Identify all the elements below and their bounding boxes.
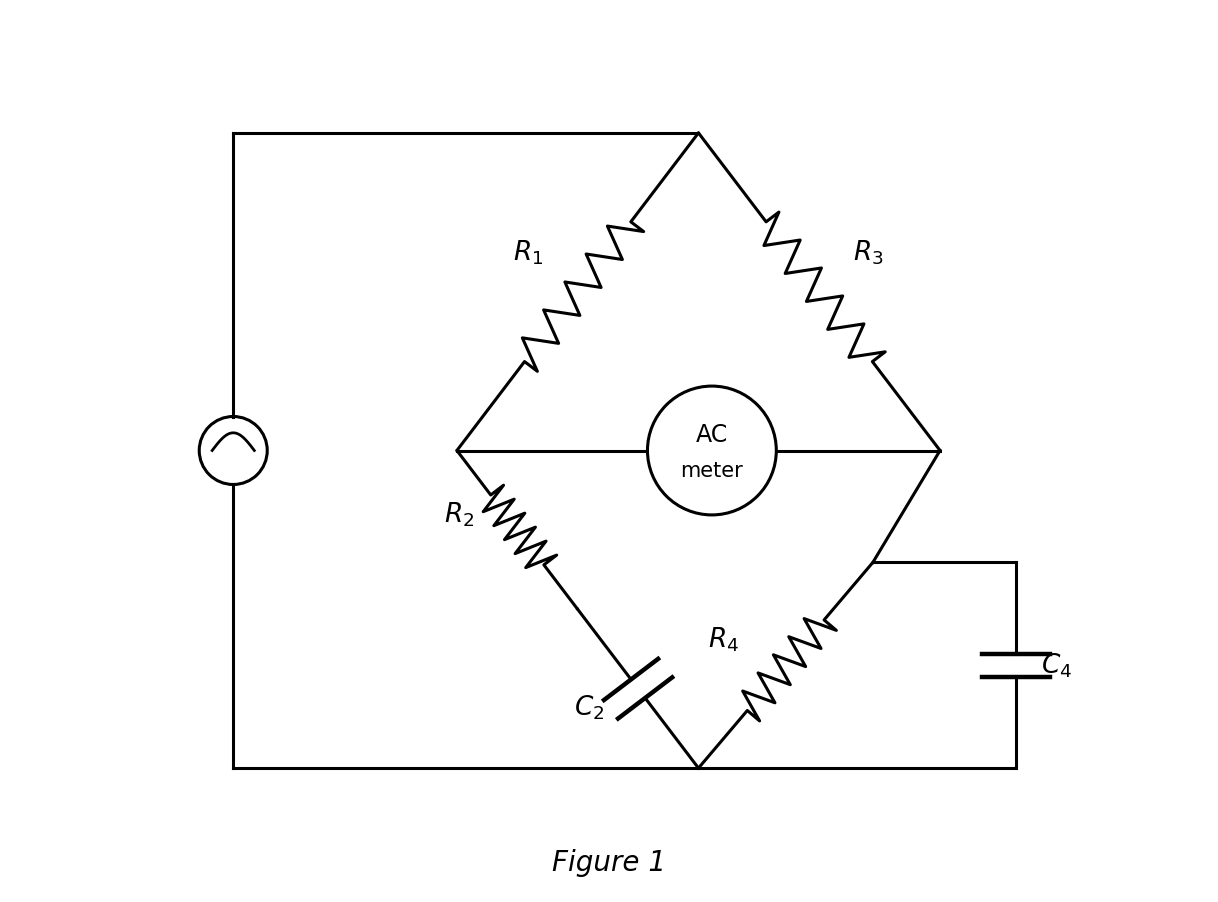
Text: meter: meter (681, 461, 743, 481)
Text: $C_2$: $C_2$ (574, 693, 604, 721)
Text: AC: AC (695, 423, 728, 446)
Text: $R_1$: $R_1$ (513, 238, 543, 266)
Text: $R_3$: $R_3$ (853, 238, 884, 266)
Circle shape (648, 387, 776, 515)
Text: $R_4$: $R_4$ (708, 624, 738, 653)
Text: $R_2$: $R_2$ (445, 500, 474, 529)
Text: Figure 1: Figure 1 (552, 848, 666, 876)
Text: $C_4$: $C_4$ (1041, 651, 1072, 680)
